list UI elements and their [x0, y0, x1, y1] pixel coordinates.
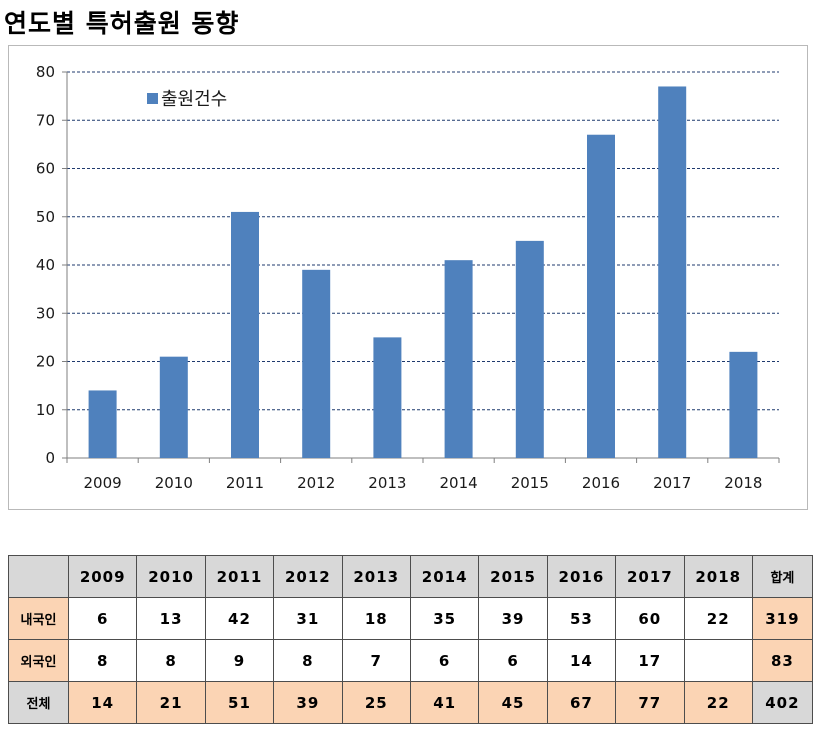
legend-label: 출원건수: [161, 89, 227, 110]
table-cell: 67: [546, 681, 617, 724]
x-tick-label: 2018: [724, 474, 762, 492]
y-tick-label: 30: [36, 304, 55, 322]
bar-chart: 0 10 20 30 40 50 60 70 80 2009 2010 2011 2012 2013 201…: [8, 45, 808, 510]
table-cell: 39: [273, 681, 343, 724]
bar: [729, 351, 758, 458]
table-cell: 60: [615, 597, 685, 640]
table-header-cell: 2012: [273, 555, 343, 598]
table-header-cell: 2009: [67, 555, 138, 598]
x-tick-label: 2013: [368, 474, 406, 492]
table-cell: 42: [204, 597, 275, 640]
table-cell: 51: [204, 681, 275, 724]
table-cell: 8: [273, 639, 343, 682]
table-cell: 6: [478, 639, 548, 682]
table-cell: 53: [546, 597, 617, 640]
x-tick-label: 2011: [226, 474, 264, 492]
table-header-cell: 2010: [136, 555, 206, 598]
table-cell: 8: [67, 639, 138, 682]
table-cell: 41: [409, 681, 480, 724]
table-cell: 77: [615, 681, 685, 724]
legend-swatch: [147, 93, 158, 104]
table-header-cell: 2015: [478, 555, 548, 598]
bar: [587, 134, 615, 458]
table-cell: 8: [136, 639, 206, 682]
bar: [515, 240, 544, 458]
table-cell: 22: [683, 681, 753, 724]
table-cell: 18: [341, 597, 411, 640]
table-cell: 31: [273, 597, 343, 640]
table-header-cell: 2011: [204, 555, 275, 598]
table-header-sum-cell: 합계: [751, 555, 813, 598]
table-cell: 14: [67, 681, 138, 724]
data-table: 2009 2010 2011 2012 2013 2014 2015 2016 2017 2018…: [8, 555, 813, 724]
x-tick-label: 2009: [84, 474, 122, 492]
y-tick-label: 0: [45, 449, 55, 467]
x-tick-label: 2017: [653, 474, 691, 492]
table-sum-cell: 402: [751, 681, 813, 724]
bar: [159, 356, 188, 458]
table-row: 전체 14 21 51 39 25 41 45 67 77 22 402: [8, 681, 813, 724]
x-tick-label: 2014: [440, 474, 478, 492]
y-tick-label: 80: [36, 63, 55, 81]
table-sum-cell: 83: [751, 639, 813, 682]
y-tick-label: 60: [36, 160, 55, 178]
table-row: 내국인 6 13 42 31 18 35 39 53 60 22 319: [8, 597, 813, 640]
table-cell: 6: [67, 597, 138, 640]
table-header-cell: 2018: [683, 555, 753, 598]
y-tick-label: 20: [36, 353, 55, 371]
bar: [444, 260, 473, 458]
table-row: 외국인 8 8 9 8 7 6 6 14 17 83: [8, 639, 813, 682]
table-cell: 39: [478, 597, 548, 640]
y-tick-label: 70: [36, 111, 55, 129]
table-cell: 14: [546, 639, 617, 682]
table-cell: 22: [683, 597, 753, 640]
table-row-label: 외국인: [8, 639, 69, 682]
x-tick-label: 2015: [511, 474, 549, 492]
table-cell: 6: [409, 639, 480, 682]
page-title: 연도별 특허출원 동향: [4, 9, 240, 38]
chart-svg: 0 10 20 30 40 50 60 70 80 2009 2010 2011 2012 2013 201…: [36, 63, 780, 492]
bar: [88, 390, 117, 458]
table-cell: 7: [341, 639, 411, 682]
table-header-cell: 2017: [615, 555, 685, 598]
table-sum-cell: 319: [751, 597, 813, 640]
bar: [658, 86, 687, 458]
table-cell: 25: [341, 681, 411, 724]
table-cell: 9: [204, 639, 275, 682]
table-corner-cell: [8, 555, 69, 598]
bar: [302, 269, 331, 458]
x-tick-label: 2016: [582, 474, 620, 492]
table-row-label: 내국인: [8, 597, 69, 640]
table-header-cell: 2013: [341, 555, 411, 598]
bar: [231, 211, 259, 458]
table-cell: 21: [136, 681, 206, 724]
table-cell: 45: [478, 681, 548, 724]
bar: [373, 337, 402, 458]
x-tick-label: 2012: [297, 474, 335, 492]
y-tick-label: 50: [36, 208, 55, 226]
table-cell: [683, 639, 753, 682]
table-cell: 17: [615, 639, 685, 682]
table-header-row: 2009 2010 2011 2012 2013 2014 2015 2016 2017 2018…: [8, 555, 813, 598]
y-tick-label: 10: [36, 401, 55, 419]
y-tick-label: 40: [36, 256, 55, 274]
table-cell: 35: [409, 597, 480, 640]
x-tick-label: 2010: [155, 474, 193, 492]
table-header-cell: 2016: [546, 555, 617, 598]
table-row-label: 전체: [8, 681, 69, 724]
table-header-cell: 2014: [409, 555, 480, 598]
table-cell: 13: [136, 597, 206, 640]
